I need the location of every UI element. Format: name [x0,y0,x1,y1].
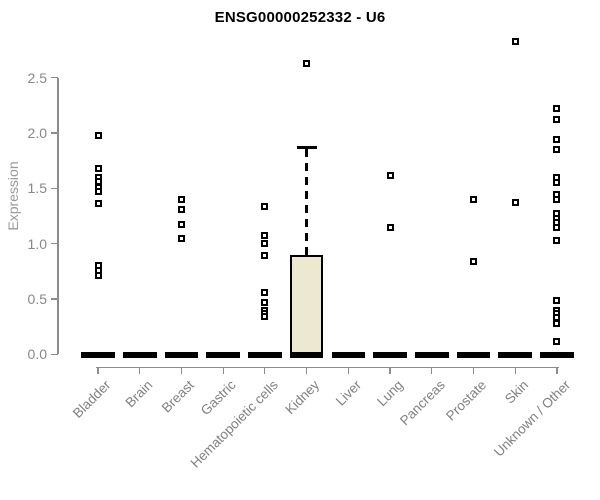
box-median-bar [81,352,115,359]
outlier-point [553,116,561,124]
outlier-point [553,296,561,304]
x-tick-label: Unknown / Other [490,377,573,460]
x-axis-tick [97,366,99,374]
box [290,254,324,356]
outlier-point [261,298,269,306]
outlier-point [553,179,561,187]
x-tick-label: Skin [501,377,532,407]
x-axis-tick [472,366,475,374]
outlier-point [177,195,185,203]
outlier-point [553,105,561,113]
outlier-point [261,313,269,321]
x-tick-label: Bladder [70,377,114,421]
y-tick-label: 0.0 [27,346,47,363]
outlier-point [553,337,561,345]
x-axis-tick [264,366,266,374]
outlier-point [177,221,185,229]
x-tick-label: Brain [122,377,156,411]
outlier-point [261,288,269,296]
y-axis-tick [50,298,58,300]
outlier-point [469,257,477,265]
outlier-point [553,236,561,244]
x-tick-label: Gastric [198,377,240,419]
y-axis-tick [50,243,58,245]
outlier-point [94,188,102,196]
x-tick-label: Kidney [282,377,323,418]
box-median-bar [456,352,491,359]
upper-whisker [305,149,308,255]
outlier-point [261,232,269,240]
box-median-bar [414,352,449,359]
outlier-point [386,223,394,231]
x-tick-label: Prostate [443,377,490,424]
outlier-point [261,240,269,248]
x-tick-label: Pancreas [396,377,448,429]
outlier-point [511,199,519,207]
outlier-point [177,205,185,213]
box-median-bar [289,352,324,359]
x-axis-tick [431,366,433,374]
x-axis-line [96,366,559,368]
outlier-point [553,195,561,203]
outlier-point [469,195,477,203]
outlier-point [261,202,269,210]
y-axis-tick [50,132,58,134]
outlier-point [553,146,561,154]
y-tick-label: 0.5 [27,290,47,307]
whisker-cap [296,146,317,149]
y-tick-label: 1.0 [27,235,47,252]
box-median-bar [164,352,199,359]
outlier-point [94,272,102,280]
outlier-point [94,164,102,172]
outlier-point [94,200,102,208]
outlier-point [553,319,561,327]
box-median-bar [373,352,407,359]
box-median-bar [498,352,532,359]
y-axis-tick [50,187,58,189]
x-tick-label: Breast [159,377,198,416]
y-tick-label: 1.5 [27,180,47,197]
x-axis-tick [556,366,558,374]
outlier-point [511,37,519,45]
outlier-point [303,59,311,67]
outlier-point [386,171,394,179]
box-median-bar [206,352,240,359]
y-axis-line [57,77,59,355]
y-tick-label: 2.0 [27,124,47,141]
y-axis-tick [50,353,58,355]
box-median-bar [331,352,366,359]
x-axis-tick [180,366,183,374]
x-tick-label: Liver [332,377,365,409]
y-axis-tick [50,77,58,79]
chart-title: ENSG00000252332 - U6 [214,9,386,26]
x-axis-tick [306,366,308,374]
box-median-bar [248,352,282,359]
box-median-bar [122,352,157,359]
x-tick-label: Lung [374,377,406,410]
outlier-point [94,131,102,139]
outlier-point [553,223,561,231]
y-tick-label: 2.5 [27,69,47,86]
outlier-point [177,234,185,242]
outlier-point [553,136,561,144]
x-axis-tick [139,366,141,374]
box-median-bar [540,352,574,359]
x-axis-tick [514,366,516,374]
x-axis-tick [347,366,349,374]
x-axis-tick [222,366,224,374]
x-axis-tick [389,366,391,374]
outlier-point [261,252,269,260]
